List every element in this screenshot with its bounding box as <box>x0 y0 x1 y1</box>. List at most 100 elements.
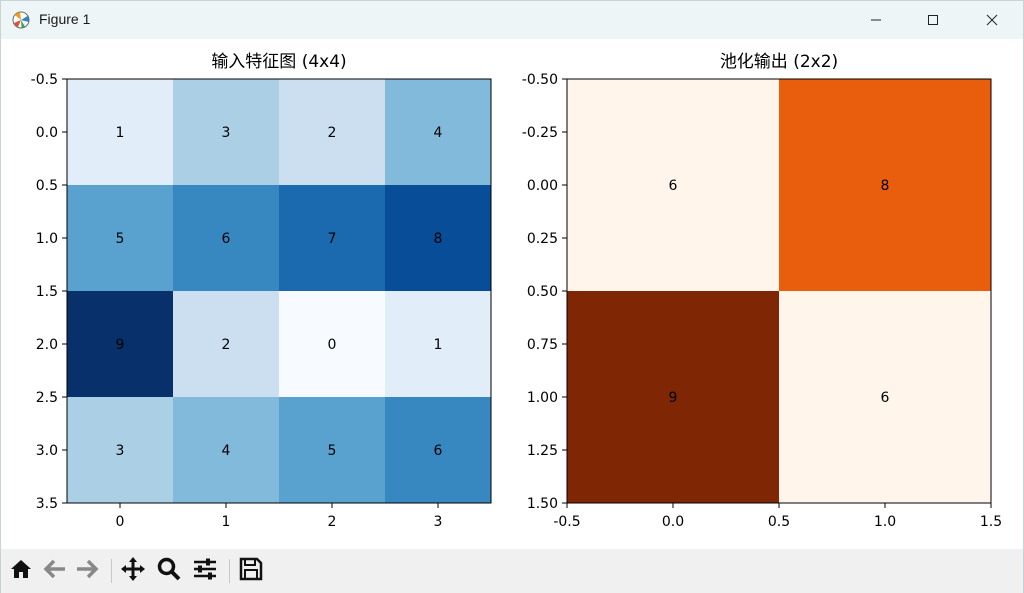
heatmap-cell <box>779 291 992 504</box>
y-tick-label: -0.5 <box>31 72 58 88</box>
home-icon <box>9 557 33 585</box>
sliders-icon <box>192 556 218 586</box>
minimize-button[interactable] <box>853 1 899 39</box>
cell-value-label: 4 <box>434 125 443 141</box>
x-tick-label: 1 <box>222 514 231 530</box>
x-tick-label: 3 <box>434 514 443 530</box>
maximize-button[interactable] <box>910 1 956 39</box>
maximize-icon <box>927 11 939 30</box>
y-tick-label: 0.25 <box>527 231 558 247</box>
arrow-left-icon <box>43 557 67 585</box>
heatmap-cell <box>173 291 280 398</box>
heatmap-cell <box>173 397 280 504</box>
chart-title: 输入特征图 (4x4) <box>211 52 346 72</box>
y-tick-label: 2.0 <box>36 337 58 353</box>
x-tick-label: 0 <box>116 514 125 530</box>
figure-canvas[interactable]: 1 3 2 4 5 6 7 8 9 2 0 1 3 4 5 6 输入特征图 (4x4) -0.5 0.0 0.5 1.0… <box>1 39 1023 549</box>
cell-value-label: 1 <box>116 125 125 141</box>
window-title: Figure 1 <box>39 11 91 27</box>
y-tick-label: 1.0 <box>36 231 58 247</box>
y-tick-label: 0.0 <box>36 125 58 141</box>
arrow-right-icon <box>75 557 99 585</box>
y-tick-label: 3.5 <box>36 496 58 512</box>
heatmap-cell <box>279 397 386 504</box>
y-tick-label: 1.00 <box>527 390 558 406</box>
x-tick-label: 1.5 <box>980 514 1002 530</box>
heatmap-cell <box>567 79 780 292</box>
heatmap-cell <box>385 291 492 398</box>
toolbar-separator <box>111 559 112 583</box>
cell-value-label: 3 <box>116 443 125 459</box>
y-tick-label: 2.5 <box>36 390 58 406</box>
cell-value-label: 9 <box>669 390 678 406</box>
cell-value-label: 9 <box>116 337 125 353</box>
title-bar: Figure 1 <box>1 1 1023 39</box>
matplotlib-logo-icon <box>12 11 30 29</box>
cell-value-label: 0 <box>328 337 337 353</box>
heatmap-cell <box>279 185 386 292</box>
y-tick-label: -0.50 <box>522 72 558 88</box>
y-tick-label: 3.0 <box>36 443 58 459</box>
x-tick-label: -0.5 <box>553 514 580 530</box>
forward-button[interactable] <box>73 557 101 585</box>
cell-value-label: 8 <box>881 178 890 194</box>
floppy-disk-icon <box>238 556 264 586</box>
y-tick-label: 1.50 <box>527 496 558 512</box>
home-button[interactable] <box>7 557 35 585</box>
y-tick-label: -0.25 <box>522 125 558 141</box>
y-tick-label: 0.50 <box>527 284 558 300</box>
y-tick-label: 0.5 <box>36 178 58 194</box>
heatmap-cell <box>385 79 492 186</box>
cell-value-label: 1 <box>434 337 443 353</box>
cell-value-label: 6 <box>881 390 890 406</box>
cell-value-label: 2 <box>328 125 337 141</box>
heatmap-cell <box>279 291 386 398</box>
zoom-button[interactable] <box>155 557 183 585</box>
magnifier-icon <box>156 556 182 586</box>
toolbar-separator <box>229 559 230 583</box>
move-icon <box>120 556 146 586</box>
heatmap-cell <box>385 185 492 292</box>
heatmap-cell <box>385 397 492 504</box>
y-tick-label: 1.25 <box>527 443 558 459</box>
subplot-2: 6 8 9 6 池化输出 (2x2) -0.50 -0.25 0.00 0.25 0.50 0.75… <box>522 52 1002 530</box>
chart-title: 池化输出 (2x2) <box>720 52 838 72</box>
y-tick-label: 1.5 <box>36 284 58 300</box>
cell-value-label: 6 <box>669 178 678 194</box>
minimize-icon <box>870 11 882 30</box>
cell-value-label: 6 <box>222 231 231 247</box>
heatmap-cell <box>173 185 280 292</box>
heatmap-cell <box>779 79 992 292</box>
chart-area: 1 3 2 4 5 6 7 8 9 2 0 1 3 4 5 6 输入特征图 (4x4) -0.5 0.0 0.5 1.0… <box>31 52 1002 530</box>
save-button[interactable] <box>237 557 265 585</box>
x-tick-label: 2 <box>328 514 337 530</box>
heatmap-cell <box>67 185 174 292</box>
cell-value-label: 5 <box>328 443 337 459</box>
cell-value-label: 4 <box>222 443 231 459</box>
close-button[interactable] <box>969 1 1015 39</box>
cell-value-label: 6 <box>434 443 443 459</box>
heatmap-cell <box>67 79 174 186</box>
y-tick-label: 0.75 <box>527 337 558 353</box>
cell-value-label: 3 <box>222 125 231 141</box>
heatmap-cell <box>67 397 174 504</box>
heatmap-cell <box>279 79 386 186</box>
cell-value-label: 7 <box>328 231 337 247</box>
cell-value-label: 2 <box>222 337 231 353</box>
y-tick-label: 0.00 <box>527 178 558 194</box>
heatmap-cell <box>67 291 174 398</box>
navigation-toolbar <box>1 549 1023 593</box>
configure-subplots-button[interactable] <box>191 557 219 585</box>
x-tick-label: 0.5 <box>768 514 790 530</box>
heatmap-cell <box>173 79 280 186</box>
x-tick-label: 1.0 <box>874 514 896 530</box>
cell-value-label: 5 <box>116 231 125 247</box>
back-button[interactable] <box>41 557 69 585</box>
cell-value-label: 8 <box>434 231 443 247</box>
heatmap-cell <box>567 291 780 504</box>
pan-button[interactable] <box>119 557 147 585</box>
close-icon <box>986 11 998 30</box>
x-tick-label: 0.0 <box>662 514 684 530</box>
subplot-1: 1 3 2 4 5 6 7 8 9 2 0 1 3 4 5 6 输入特征图 (4x4) -0.5 0.0 0.5 1.0… <box>31 52 492 530</box>
